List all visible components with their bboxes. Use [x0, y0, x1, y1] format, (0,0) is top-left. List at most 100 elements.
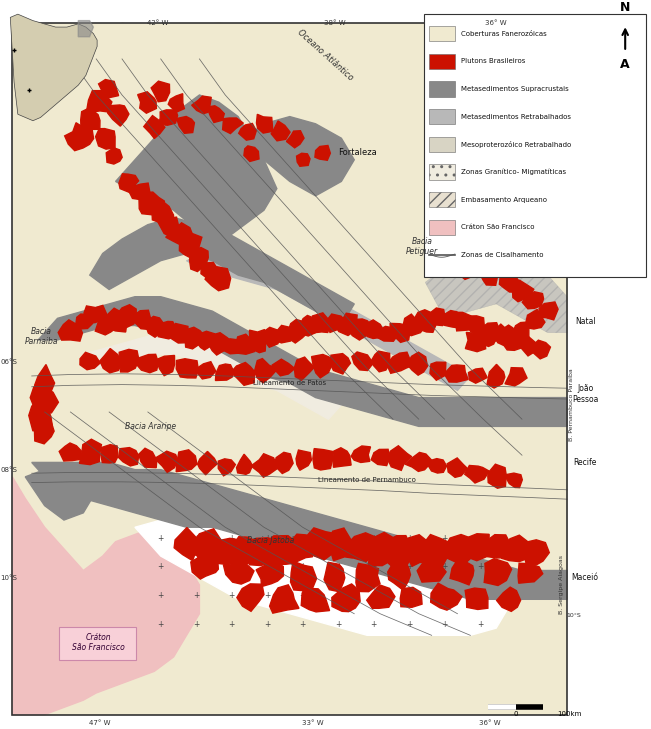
Polygon shape: [135, 513, 509, 636]
Polygon shape: [223, 561, 254, 584]
Polygon shape: [303, 528, 335, 560]
Polygon shape: [137, 92, 156, 113]
Text: +: +: [441, 620, 448, 629]
Polygon shape: [187, 254, 471, 390]
Polygon shape: [230, 537, 258, 564]
Polygon shape: [239, 123, 256, 140]
Polygon shape: [380, 536, 415, 571]
Text: +: +: [441, 534, 448, 542]
Bar: [429, 137, 455, 152]
Text: +: +: [158, 534, 164, 542]
Text: Lineamento de Patos: Lineamento de Patos: [253, 380, 326, 386]
Polygon shape: [368, 532, 398, 566]
Text: Recife: Recife: [574, 458, 597, 467]
Polygon shape: [101, 445, 118, 463]
Polygon shape: [201, 262, 218, 279]
Polygon shape: [371, 449, 389, 466]
Polygon shape: [412, 310, 437, 332]
Polygon shape: [244, 146, 259, 161]
Text: Embasamento Arqueano: Embasamento Arqueano: [462, 197, 547, 203]
Polygon shape: [502, 330, 527, 351]
Polygon shape: [76, 314, 93, 329]
Text: 36° W: 36° W: [486, 20, 507, 26]
Polygon shape: [439, 534, 471, 566]
Polygon shape: [270, 585, 299, 613]
Text: Plutons Brasileiros: Plutons Brasileiros: [462, 58, 526, 64]
Bar: [429, 82, 455, 97]
Polygon shape: [223, 118, 243, 133]
Polygon shape: [480, 323, 500, 341]
Polygon shape: [512, 280, 534, 302]
Polygon shape: [30, 386, 59, 414]
Polygon shape: [251, 453, 278, 477]
Polygon shape: [524, 539, 549, 565]
Polygon shape: [532, 340, 551, 359]
Polygon shape: [154, 451, 178, 472]
Polygon shape: [144, 116, 165, 139]
Polygon shape: [81, 108, 100, 130]
Text: Coberturas Fanerozóicas: Coberturas Fanerozóicas: [462, 31, 547, 36]
Polygon shape: [256, 560, 283, 587]
Polygon shape: [465, 465, 490, 483]
Text: +: +: [299, 534, 306, 542]
Polygon shape: [29, 400, 52, 431]
Text: B. Sergipe Alagoas: B. Sergipe Alagoas: [559, 555, 564, 615]
Polygon shape: [431, 583, 462, 610]
Polygon shape: [370, 351, 390, 372]
Polygon shape: [440, 311, 461, 328]
Polygon shape: [367, 585, 395, 608]
Polygon shape: [402, 534, 435, 566]
Text: +: +: [406, 620, 412, 629]
Polygon shape: [465, 588, 488, 609]
Polygon shape: [296, 450, 311, 470]
Polygon shape: [100, 348, 122, 373]
Polygon shape: [159, 110, 178, 125]
Text: 06°S: 06°S: [1, 359, 18, 364]
Polygon shape: [258, 327, 283, 347]
Text: 100km: 100km: [557, 711, 581, 717]
Polygon shape: [25, 462, 96, 520]
Polygon shape: [249, 330, 266, 353]
Polygon shape: [205, 267, 230, 291]
Polygon shape: [480, 269, 497, 285]
Polygon shape: [129, 183, 150, 200]
Polygon shape: [421, 534, 452, 567]
Polygon shape: [96, 128, 115, 149]
Polygon shape: [151, 81, 170, 102]
Polygon shape: [158, 217, 178, 237]
FancyBboxPatch shape: [59, 627, 136, 660]
Text: +: +: [229, 620, 235, 629]
Polygon shape: [146, 316, 167, 338]
Polygon shape: [236, 454, 253, 475]
Polygon shape: [35, 416, 54, 444]
Polygon shape: [335, 313, 357, 335]
Text: +: +: [193, 591, 199, 600]
Polygon shape: [294, 357, 314, 381]
Text: B. Pernambuco Paraiba: B. Pernambuco Paraiba: [569, 368, 574, 441]
Polygon shape: [215, 364, 234, 381]
Polygon shape: [170, 324, 188, 343]
Polygon shape: [301, 588, 329, 612]
Polygon shape: [478, 330, 497, 346]
Polygon shape: [95, 316, 116, 335]
Polygon shape: [180, 233, 202, 258]
Polygon shape: [499, 270, 521, 292]
Polygon shape: [237, 584, 264, 612]
Polygon shape: [176, 117, 195, 133]
Bar: [429, 54, 455, 69]
Text: +: +: [477, 534, 483, 542]
Polygon shape: [83, 332, 341, 419]
Polygon shape: [166, 223, 193, 246]
Polygon shape: [186, 529, 223, 566]
Polygon shape: [348, 319, 372, 340]
Polygon shape: [12, 23, 567, 714]
Polygon shape: [189, 247, 208, 272]
Polygon shape: [484, 558, 512, 585]
Polygon shape: [519, 335, 540, 356]
Polygon shape: [497, 587, 521, 612]
Polygon shape: [444, 365, 468, 382]
Polygon shape: [176, 359, 199, 378]
Polygon shape: [119, 349, 139, 372]
Text: +: +: [264, 620, 270, 629]
Polygon shape: [290, 561, 316, 591]
